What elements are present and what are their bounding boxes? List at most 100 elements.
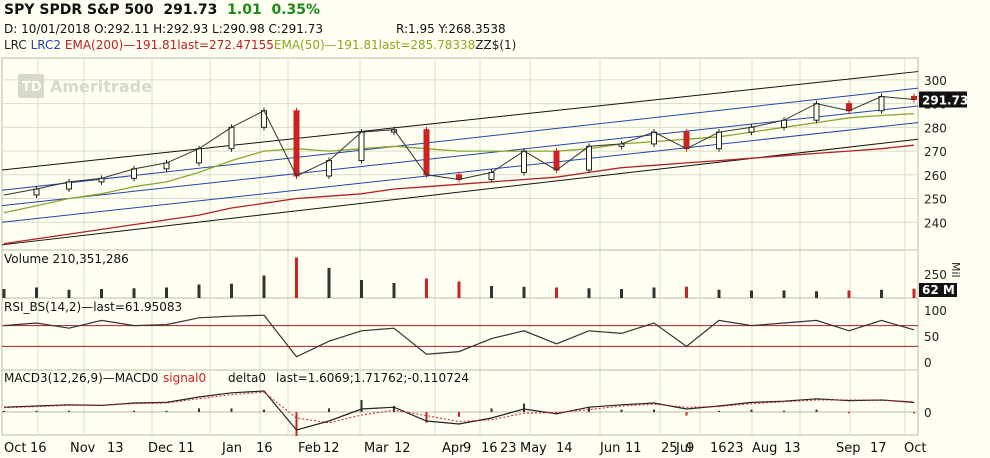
macd-delta-label: delta0 — [228, 371, 266, 385]
macd-last-label: last=1.6069;1.71762;-0.110724 — [276, 371, 469, 385]
volume-last-tag — [919, 283, 957, 297]
candle-body — [66, 181, 72, 190]
macd-tick-label: 0 — [924, 406, 932, 420]
volume-bar — [100, 289, 103, 298]
candle-body — [521, 150, 527, 173]
volume-bar — [685, 286, 688, 298]
macd-histogram-bar — [198, 408, 200, 412]
candle-body — [716, 131, 722, 150]
volume-bar — [620, 289, 623, 298]
lrc2-mid-line — [1, 105, 919, 207]
last-price-tag — [919, 91, 967, 108]
macd-histogram-bar — [718, 410, 720, 412]
rsi-tick-label: 100 — [924, 304, 947, 318]
quote-header: SPY SPDR S&P 500 291.73 1.01 0.35% — [4, 2, 320, 18]
volume-last-tag-text: 62 M — [922, 283, 955, 297]
x-axis-label: 16 — [710, 441, 727, 456]
watermark-logo-box — [18, 74, 44, 98]
ohlc-line: D: 10/01/2018 O:292.11 H:292.93 L:290.98… — [4, 22, 506, 36]
volume-bar — [2, 289, 6, 298]
x-axis-label: 12 — [323, 441, 340, 456]
x-axis-label: 23 — [727, 441, 744, 456]
volume-bar — [165, 287, 168, 298]
macd-histogram-bar — [393, 406, 395, 412]
macd-label: MACD3(12,26,9)—MACD0 — [4, 371, 158, 385]
macd-histogram-bar — [620, 409, 623, 412]
volume-bar — [490, 286, 493, 298]
macd-signal-label: signal0 — [163, 371, 206, 385]
price-tick-label: 300 — [924, 74, 947, 88]
watermark-logo: TD — [22, 80, 42, 95]
rsi-tick-label: 0 — [924, 356, 932, 370]
study-legend-item: —191.81last=272.47155 — [123, 38, 274, 52]
macd-histogram-bar — [653, 409, 655, 412]
volume-bar — [425, 278, 428, 298]
x-axis-label: 11 — [178, 441, 195, 456]
price-tick-label: 280 — [924, 121, 947, 135]
macd-histogram-bar — [685, 412, 688, 416]
volume-bar — [717, 289, 721, 298]
macd-histogram-bar — [490, 408, 493, 412]
x-axis-label: Jan — [221, 441, 242, 456]
macd-histogram-bar — [425, 412, 428, 423]
candle-body — [293, 110, 300, 177]
x-axis-label: 9 — [686, 441, 694, 456]
candle-body — [878, 95, 885, 112]
lrc-upper-line — [1, 71, 919, 171]
x-axis-label: 25 — [661, 441, 678, 456]
rsi-tick-label: 50 — [924, 330, 939, 344]
x-axis-label: Nov — [70, 441, 96, 456]
lrc2-upper-line — [1, 87, 919, 191]
x-axis-label: Apr — [442, 441, 465, 456]
macd-histogram-bar — [750, 409, 753, 412]
rsi-label: RSI_BS(14,2)—last=61.95083 — [4, 300, 182, 314]
volume-bar — [392, 283, 396, 298]
macd-histogram-bar — [783, 410, 785, 412]
volume-bar — [35, 287, 38, 298]
macd-histogram-bar — [523, 403, 525, 412]
x-axis-label: 12 — [394, 441, 411, 456]
price-line — [3, 95, 915, 196]
percent-change: 0.35% — [271, 2, 321, 18]
macd-histogram-bar — [230, 408, 233, 412]
x-axis-label: Aug — [752, 441, 777, 456]
x-axis-label: 11 — [625, 441, 642, 456]
macd-histogram-bar — [458, 412, 460, 417]
macd-histogram-bar — [848, 412, 850, 414]
volume-bar — [847, 290, 851, 298]
volume-bar — [652, 287, 656, 298]
price-tick-label: 250 — [924, 193, 947, 207]
volume-bar — [230, 283, 233, 298]
x-axis-label: 13 — [784, 441, 801, 456]
macd-line — [3, 390, 915, 431]
x-axis-label: Feb — [298, 441, 321, 456]
last-price: 291.73 — [163, 2, 218, 18]
volume-bar — [912, 288, 916, 298]
x-axis-label: Sep — [836, 441, 861, 456]
x-axis-label: 13 — [107, 441, 124, 456]
volume-unit-label: Mil — [949, 262, 962, 278]
candle-body — [196, 148, 202, 164]
macd-histogram-bar — [133, 410, 135, 412]
x-axis-label: 9 — [463, 441, 471, 456]
x-axis-label: 17 — [870, 441, 887, 456]
study-legend-item: LRC — [4, 38, 31, 52]
candle-body — [813, 103, 820, 121]
volume-bar — [67, 289, 71, 298]
macd-histogram-bar — [588, 407, 590, 412]
x-axis-label: 14 — [556, 441, 573, 456]
ema50-line — [3, 112, 915, 214]
x-axis-label: 16 — [481, 441, 498, 456]
volume-bar — [587, 288, 591, 298]
volume-bar — [815, 291, 818, 298]
x-axis-label: May — [520, 441, 547, 456]
x-axis-label: Oct — [904, 441, 926, 456]
candle-body — [781, 119, 787, 128]
candle-body — [423, 129, 430, 176]
volume-bar — [132, 288, 136, 298]
ohlc-values: D: 10/01/2018 O:292.11 H:292.93 L:290.98… — [4, 22, 323, 36]
x-axis-label: 23 — [500, 441, 517, 456]
candle-body — [33, 188, 40, 196]
ema200-line — [3, 144, 915, 245]
volume-bar — [782, 290, 786, 298]
